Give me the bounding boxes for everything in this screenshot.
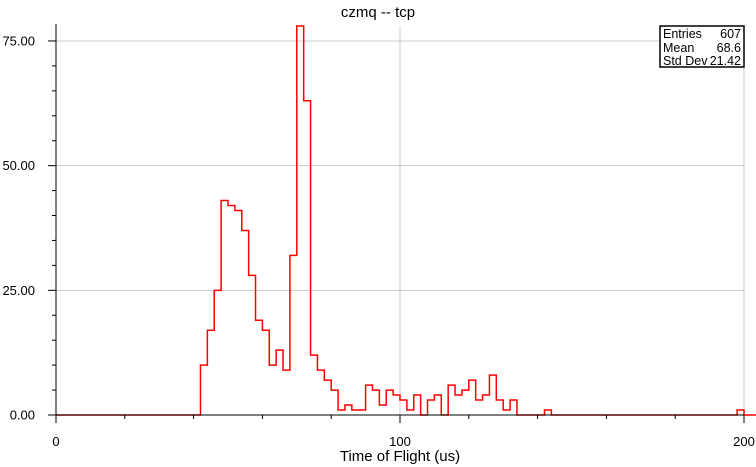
stats-stddev-label: Std Dev bbox=[663, 54, 708, 68]
stats-entries-label: Entries bbox=[663, 27, 702, 41]
grid bbox=[55, 26, 745, 416]
chart-title: czmq -- tcp bbox=[341, 4, 415, 21]
axes bbox=[48, 24, 745, 423]
y-tick-labels: 0.00 25.00 50.00 75.00 bbox=[2, 33, 35, 422]
x-tick-label: 200 bbox=[733, 434, 755, 449]
stats-box: Entries 607 Mean 68.6 Std Dev 21.42 bbox=[659, 25, 745, 68]
y-tick-label: 75.00 bbox=[2, 33, 35, 48]
stats-entries-value: 607 bbox=[720, 27, 741, 41]
histogram-series-line bbox=[56, 25, 756, 416]
stats-mean-label: Mean bbox=[663, 41, 694, 55]
stats-box-frame bbox=[659, 25, 745, 68]
y-tick-label: 25.00 bbox=[2, 283, 35, 298]
y-tick-label: 0.00 bbox=[10, 408, 35, 423]
stats-stddev-value: 21.42 bbox=[710, 54, 741, 68]
x-tick-label: 100 bbox=[389, 434, 411, 449]
stats-mean-value: 68.6 bbox=[717, 41, 741, 55]
x-tick-label: 0 bbox=[52, 434, 59, 449]
x-tick-labels: 0 100 200 bbox=[52, 434, 754, 449]
x-axis-title: Time of Flight (us) bbox=[340, 448, 460, 465]
y-tick-label: 50.00 bbox=[2, 158, 35, 173]
